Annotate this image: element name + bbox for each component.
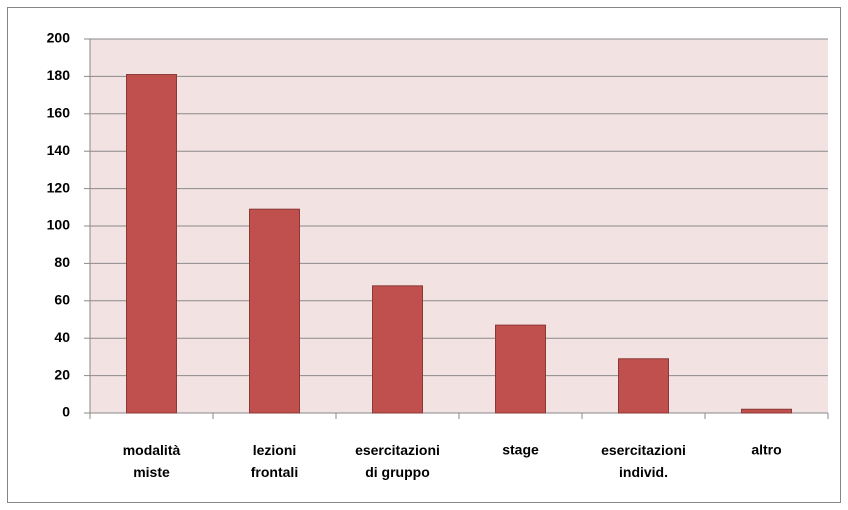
y-tick-label: 60: [54, 292, 70, 308]
x-tick-label: esercitazioni individ.: [601, 442, 686, 480]
bar: [249, 208, 300, 414]
y-tick-label: 180: [47, 67, 71, 83]
bar: [618, 358, 669, 414]
bar: [372, 285, 423, 414]
y-tick-label: 160: [47, 105, 71, 121]
y-tick-label: 120: [47, 179, 71, 195]
y-tick-label: 0: [62, 404, 70, 420]
x-tick-label-line: frontali: [251, 464, 298, 480]
x-tick-label-line: miste: [133, 464, 170, 480]
bar: [126, 74, 177, 414]
y-tick-label: 140: [47, 142, 71, 158]
x-tick-label-line: di gruppo: [365, 464, 430, 480]
x-tick-label-line: individ.: [619, 464, 668, 480]
x-tick-label: altro: [751, 442, 781, 458]
y-tick-label: 40: [54, 329, 70, 345]
x-tick-label-line: lezioni: [253, 442, 297, 458]
x-tick-label: modalità miste: [123, 442, 181, 480]
y-tick-label: 100: [47, 217, 71, 233]
x-tick-label-line: modalità: [123, 442, 181, 458]
x-tick-label: stage: [502, 442, 539, 458]
x-tick-label: lezioni frontali: [251, 442, 298, 480]
bar: [741, 408, 792, 414]
x-tick-label-line: esercitazioni: [355, 442, 440, 458]
y-tick-label: 80: [54, 254, 70, 270]
y-tick-label: 20: [54, 366, 70, 382]
x-tick-label-line: esercitazioni: [601, 442, 686, 458]
x-tick-label: esercitazioni di gruppo: [355, 442, 440, 480]
y-tick-label: 200: [47, 30, 71, 46]
bar: [495, 324, 546, 414]
